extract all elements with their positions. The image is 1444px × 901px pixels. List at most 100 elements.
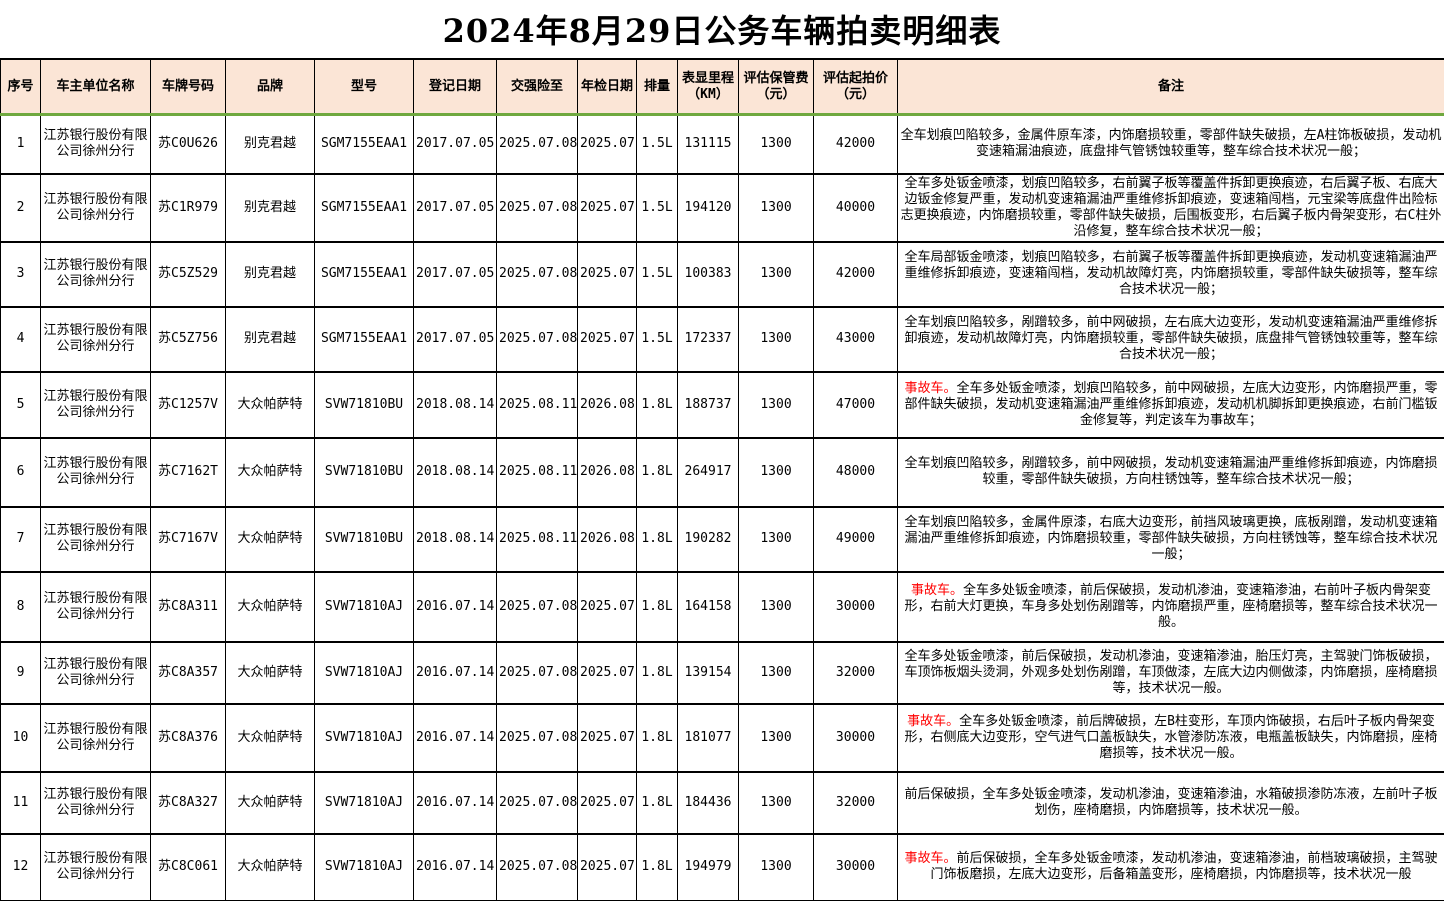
cell-insurance-until: 2025.07.08 — [496, 640, 578, 704]
cell-model: SVW71810AJ — [314, 640, 414, 704]
cell-brand: 大众帕萨特 — [225, 832, 315, 901]
cell-storage-fee: 1300 — [738, 570, 814, 642]
cell-model: SVW71810BU — [314, 505, 414, 572]
cell-storage-fee: 1300 — [738, 832, 814, 901]
table-row: 10 江苏银行股份有限公司徐州分行 苏C8A376 大众帕萨特 SVW71810AJ 20… — [0, 702, 1444, 772]
cell-plate-number: 苏C8A327 — [150, 770, 226, 834]
cell-remark: 全车划痕凹陷较多，剐蹭较多，前中网破损，发动机变速箱漏油严重维修拆卸痕迹，内饰磨… — [897, 436, 1444, 507]
cell-remark: 全车划痕凹陷较多，剐蹭较多，前中网破损，左右底大边变形，发动机变速箱漏油严重维修… — [897, 305, 1444, 372]
cell-brand: 别克君越 — [225, 305, 315, 372]
cell-mileage: 194979 — [677, 832, 739, 901]
cell-inspection-date: 2025.07 — [577, 832, 637, 901]
cell-displacement: 1.5L — [636, 172, 678, 242]
cell-starting-price: 30000 — [813, 570, 898, 642]
cell-serial: 3 — [0, 240, 41, 307]
remark-text: 全车划痕凹陷较多，剐蹭较多，前中网破损，左右底大边变形，发动机变速箱漏油严重维修… — [904, 315, 1438, 362]
cell-owner-name: 江苏银行股份有限公司徐州分行 — [40, 770, 151, 834]
cell-serial: 5 — [0, 370, 41, 438]
cell-mileage: 194120 — [677, 172, 739, 242]
cell-displacement: 1.5L — [636, 240, 678, 307]
cell-mileage: 181077 — [677, 702, 739, 772]
cell-storage-fee: 1300 — [738, 505, 814, 572]
col-header-insurance-until: 交强险至 — [496, 58, 578, 116]
cell-owner-name: 江苏银行股份有限公司徐州分行 — [40, 113, 151, 174]
cell-owner-name: 江苏银行股份有限公司徐州分行 — [40, 370, 151, 438]
cell-serial: 11 — [0, 770, 41, 834]
cell-insurance-until: 2025.08.11 — [496, 436, 578, 507]
cell-remark: 前后保破损，全车多处钣金喷漆，发动机渗油，变速箱渗油，水箱破损渗防冻液，左前叶子… — [897, 770, 1444, 834]
cell-inspection-date: 2025.07 — [577, 172, 637, 242]
cell-plate-number: 苏C1257V — [150, 370, 226, 438]
header-row: 序号 车主单位名称 车牌号码 品牌 型号 登记日期 交强险至 年检日期 排量 表… — [0, 58, 1444, 116]
cell-inspection-date: 2026.08 — [577, 436, 637, 507]
cell-inspection-date: 2025.07 — [577, 570, 637, 642]
cell-inspection-date: 2026.08 — [577, 370, 637, 438]
cell-inspection-date: 2025.07 — [577, 305, 637, 372]
table-row: 6 江苏银行股份有限公司徐州分行 苏C7162T 大众帕萨特 SVW71810BU 201… — [0, 436, 1444, 507]
cell-remark: 全车划痕凹陷较多，金属件原车漆，内饰磨损较重，零部件缺失破损，左A柱饰板破损，发… — [897, 113, 1444, 174]
remark-text: 全车多处钣金喷漆，划痕凹陷较多，前中网破损，左底大边变形，内饰磨损严重，零部件缺… — [904, 380, 1438, 428]
remark-text: 全车局部钣金喷漆，划痕凹陷较多，右前翼子板等覆盖件拆卸更换痕迹，发动机变速箱漏油… — [904, 250, 1438, 297]
page-title: 2024年8月29日公务车辆拍卖明细表 — [442, 12, 1002, 50]
accident-flag: 事故车。 — [904, 851, 957, 866]
cell-storage-fee: 1300 — [738, 640, 814, 704]
cell-model: SVW71810BU — [314, 436, 414, 507]
cell-insurance-until: 2025.07.08 — [496, 305, 578, 372]
remark-text: 全车划痕凹陷较多，金属件原车漆，内饰磨损较重，零部件缺失破损，左A柱饰板破损，发… — [900, 128, 1442, 160]
col-header-registration-date: 登记日期 — [413, 58, 497, 116]
cell-remark: 全车多处钣金喷漆，前后保破损，发动机渗油，变速箱渗油，胎压灯亮，主驾驶门饰板破损… — [897, 640, 1444, 704]
remark-text: 前后保破损，全车多处钣金喷漆，发动机渗油，变速箱渗油，水箱破损渗防冻液，左前叶子… — [904, 786, 1438, 818]
cell-starting-price: 32000 — [813, 640, 898, 704]
cell-owner-name: 江苏银行股份有限公司徐州分行 — [40, 570, 151, 642]
auction-table: 序号 车主单位名称 车牌号码 品牌 型号 登记日期 交强险至 年检日期 排量 表… — [0, 58, 1444, 901]
cell-model: SVW71810AJ — [314, 570, 414, 642]
cell-remark: 事故车。全车多处钣金喷漆，划痕凹陷较多，前中网破损，左底大边变形，内饰磨损严重，… — [897, 370, 1444, 438]
col-header-storage-fee: 评估保管费（元） — [738, 58, 814, 116]
remark-text: 前后保破损，全车多处钣金喷漆，发动机渗油，变速箱渗油，前档玻璃破损，主驾驶门饰板… — [930, 851, 1438, 882]
cell-starting-price: 42000 — [813, 240, 898, 307]
cell-model: SGM7155EAA1 — [314, 172, 414, 242]
cell-starting-price: 48000 — [813, 436, 898, 507]
table-row: 11 江苏银行股份有限公司徐州分行 苏C8A327 大众帕萨特 SVW71810AJ 20… — [0, 770, 1444, 834]
cell-mileage: 131115 — [677, 113, 739, 174]
cell-serial: 4 — [0, 305, 41, 372]
col-header-plate: 车牌号码 — [150, 58, 226, 116]
cell-owner-name: 江苏银行股份有限公司徐州分行 — [40, 640, 151, 704]
cell-registration-date: 2016.07.14 — [413, 640, 497, 704]
cell-starting-price: 30000 — [813, 832, 898, 901]
cell-serial: 10 — [0, 702, 41, 772]
cell-plate-number: 苏C0U626 — [150, 113, 226, 174]
cell-serial: 9 — [0, 640, 41, 704]
cell-model: SVW71810BU — [314, 370, 414, 438]
cell-insurance-until: 2025.07.08 — [496, 832, 578, 901]
table-row: 9 江苏银行股份有限公司徐州分行 苏C8A357 大众帕萨特 SVW71810AJ 201… — [0, 640, 1444, 704]
cell-model: SVW71810AJ — [314, 770, 414, 834]
cell-serial: 1 — [0, 113, 41, 174]
col-header-inspection-date: 年检日期 — [577, 58, 637, 116]
cell-model: SGM7155EAA1 — [314, 113, 414, 174]
cell-plate-number: 苏C7167V — [150, 505, 226, 572]
cell-insurance-until: 2025.07.08 — [496, 240, 578, 307]
cell-plate-number: 苏C8A311 — [150, 570, 226, 642]
cell-registration-date: 2018.08.14 — [413, 370, 497, 438]
table-row: 7 江苏银行股份有限公司徐州分行 苏C7167V 大众帕萨特 SVW71810BU 201… — [0, 505, 1444, 572]
cell-plate-number: 苏C5Z529 — [150, 240, 226, 307]
cell-registration-date: 2017.07.05 — [413, 305, 497, 372]
cell-mileage: 164158 — [677, 570, 739, 642]
cell-inspection-date: 2025.07 — [577, 113, 637, 174]
col-header-model: 型号 — [314, 58, 414, 116]
cell-serial: 8 — [0, 570, 41, 642]
cell-registration-date: 2017.07.05 — [413, 113, 497, 174]
cell-mileage: 139154 — [677, 640, 739, 704]
cell-brand: 别克君越 — [225, 240, 315, 307]
cell-plate-number: 苏C8A376 — [150, 702, 226, 772]
cell-model: SGM7155EAA1 — [314, 240, 414, 307]
cell-model: SVW71810AJ — [314, 832, 414, 901]
cell-insurance-until: 2025.08.11 — [496, 370, 578, 438]
cell-starting-price: 47000 — [813, 370, 898, 438]
cell-brand: 大众帕萨特 — [225, 436, 315, 507]
cell-displacement: 1.8L — [636, 370, 678, 438]
col-header-mileage: 表显里程（KM） — [677, 58, 739, 116]
cell-registration-date: 2016.07.14 — [413, 770, 497, 834]
